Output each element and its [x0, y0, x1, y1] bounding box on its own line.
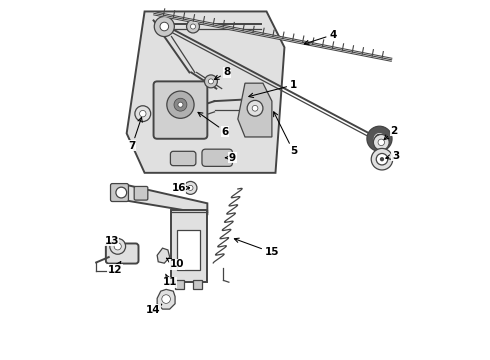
Text: 16: 16: [172, 183, 190, 193]
Polygon shape: [157, 289, 175, 309]
Circle shape: [252, 105, 258, 111]
Text: 10: 10: [167, 258, 184, 269]
Circle shape: [167, 91, 194, 118]
Text: 9: 9: [225, 153, 236, 163]
Text: 12: 12: [108, 261, 122, 275]
Text: 5: 5: [273, 112, 297, 156]
FancyBboxPatch shape: [153, 81, 207, 139]
FancyBboxPatch shape: [134, 186, 148, 200]
Text: 14: 14: [146, 304, 162, 315]
Text: 15: 15: [234, 238, 279, 257]
Circle shape: [116, 187, 126, 198]
Circle shape: [188, 185, 193, 190]
Text: 6: 6: [198, 112, 229, 136]
Circle shape: [191, 24, 196, 29]
Circle shape: [378, 139, 385, 145]
FancyBboxPatch shape: [202, 149, 232, 166]
Circle shape: [374, 134, 385, 144]
Circle shape: [114, 243, 122, 250]
Text: 1: 1: [249, 80, 297, 98]
FancyBboxPatch shape: [193, 280, 202, 289]
Polygon shape: [238, 83, 272, 137]
Circle shape: [184, 181, 197, 194]
Circle shape: [174, 98, 187, 111]
FancyBboxPatch shape: [172, 211, 207, 282]
Circle shape: [135, 106, 151, 122]
Circle shape: [380, 157, 384, 161]
Polygon shape: [126, 12, 285, 173]
Circle shape: [371, 148, 393, 170]
Circle shape: [154, 17, 174, 37]
FancyBboxPatch shape: [111, 184, 128, 202]
Text: 2: 2: [384, 126, 397, 140]
Text: 7: 7: [128, 117, 142, 151]
Circle shape: [160, 22, 169, 31]
Circle shape: [187, 20, 199, 33]
FancyBboxPatch shape: [175, 280, 184, 289]
FancyBboxPatch shape: [171, 151, 196, 166]
Text: 8: 8: [215, 67, 231, 80]
Circle shape: [178, 102, 183, 107]
Circle shape: [162, 295, 171, 303]
Circle shape: [208, 79, 214, 84]
Circle shape: [373, 134, 389, 150]
Circle shape: [204, 75, 218, 88]
Circle shape: [110, 238, 125, 254]
FancyBboxPatch shape: [177, 230, 200, 270]
Text: 11: 11: [163, 274, 177, 287]
FancyBboxPatch shape: [106, 243, 139, 264]
Circle shape: [140, 111, 146, 117]
Text: 13: 13: [104, 236, 119, 246]
Text: 4: 4: [304, 30, 337, 45]
Circle shape: [247, 100, 263, 116]
Polygon shape: [114, 185, 207, 214]
Text: 3: 3: [386, 150, 399, 161]
Circle shape: [367, 126, 392, 151]
Circle shape: [376, 153, 388, 165]
Polygon shape: [157, 248, 170, 263]
